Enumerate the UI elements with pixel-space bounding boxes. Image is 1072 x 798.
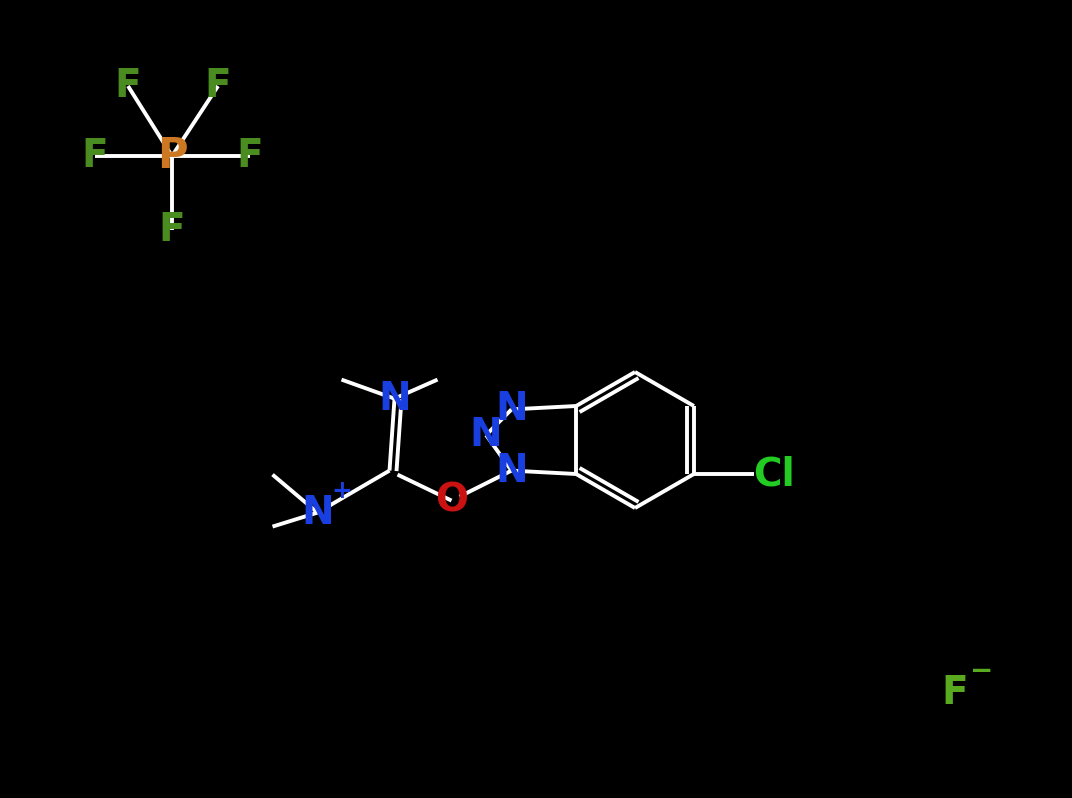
Text: F: F	[115, 67, 142, 105]
Text: N: N	[470, 416, 503, 454]
Text: −: −	[970, 657, 994, 685]
Text: F: F	[81, 137, 108, 175]
Text: F: F	[237, 137, 264, 175]
Text: F: F	[941, 674, 968, 712]
Text: P: P	[157, 135, 188, 177]
Text: F: F	[159, 211, 185, 249]
Text: N: N	[378, 380, 411, 417]
Text: N: N	[301, 494, 333, 531]
Text: N: N	[495, 452, 527, 490]
Text: +: +	[331, 479, 352, 503]
Text: N: N	[495, 390, 527, 429]
Text: O: O	[435, 482, 468, 519]
Text: F: F	[205, 67, 232, 105]
Text: Cl: Cl	[753, 455, 794, 493]
